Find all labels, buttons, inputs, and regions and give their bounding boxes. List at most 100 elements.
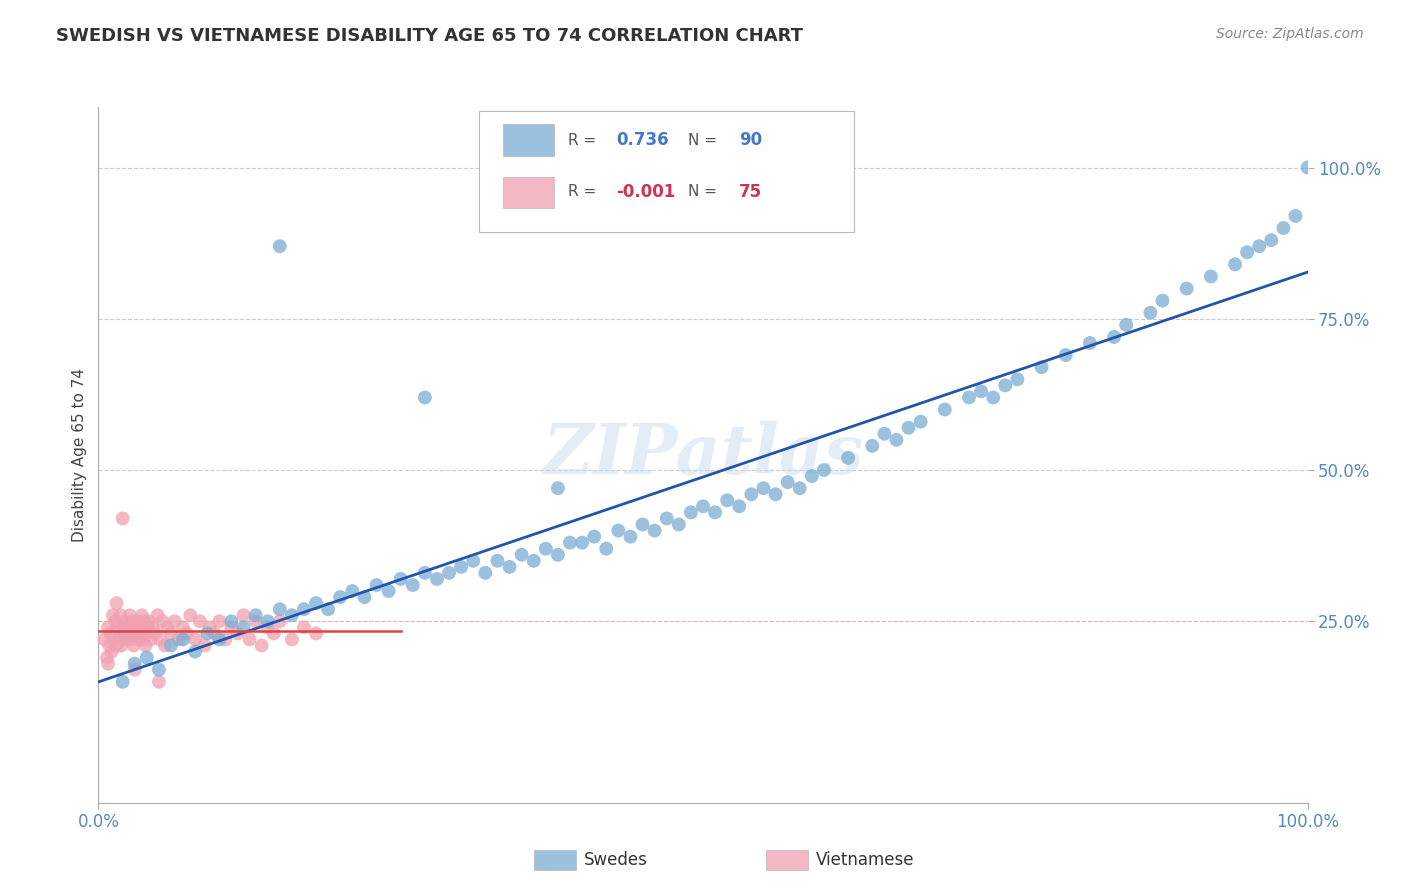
Point [1078,336,1101,351]
Point [221,615,243,629]
Point [108,608,131,623]
FancyBboxPatch shape [503,177,554,208]
Text: Vietnamese: Vietnamese [815,851,914,869]
Point [607,524,630,538]
Point [149,632,172,647]
Point [100,644,122,658]
Point [208,632,231,647]
Text: 90: 90 [740,131,762,150]
Point [125,626,148,640]
Point [184,644,207,658]
Point [101,608,124,623]
Point [679,505,702,519]
Point [752,481,775,495]
Point [765,487,787,501]
Point [644,524,666,538]
Point [800,469,823,483]
Text: ZIPatlas: ZIPatlas [543,421,863,489]
Point [232,608,254,623]
Point [970,384,993,399]
Point [118,626,141,640]
Point [873,426,896,441]
FancyBboxPatch shape [503,124,554,156]
Point [179,608,201,623]
Point [1102,330,1125,344]
Point [728,500,751,514]
Point [716,493,738,508]
Point [127,615,149,629]
Point [269,602,291,616]
Point [426,572,449,586]
Point [305,596,328,610]
Point [120,632,142,647]
Point [776,475,799,490]
Point [256,620,278,634]
Point [167,632,190,647]
Point [136,626,159,640]
Point [143,626,166,640]
Point [1115,318,1137,332]
Point [93,632,115,647]
Point [135,650,157,665]
Point [1249,239,1271,253]
Point [221,620,243,634]
Point [135,620,157,634]
Point [897,420,920,434]
Point [547,481,569,495]
Text: N =: N = [689,185,723,200]
Point [329,590,352,604]
Point [377,584,399,599]
Point [269,239,291,253]
Point [107,620,129,634]
Point [146,608,169,623]
Point [124,657,146,671]
Point [547,548,569,562]
Point [118,608,141,623]
Point [111,674,134,689]
Point [305,626,328,640]
Point [195,626,218,640]
Point [886,433,908,447]
Point [122,639,145,653]
Point [245,608,267,623]
Point [342,584,364,599]
Point [402,578,425,592]
Point [269,615,291,629]
Point [256,615,278,629]
Point [292,620,315,634]
Point [281,632,304,647]
Text: -0.001: -0.001 [616,183,675,201]
Point [100,626,122,640]
Point [127,632,149,647]
Text: R =: R = [568,133,600,148]
Point [498,559,520,574]
Point [239,632,262,647]
Point [558,535,581,549]
Point [1199,269,1222,284]
Point [413,566,436,580]
Point [1054,348,1077,362]
Point [176,626,198,640]
Point [129,626,152,640]
Point [115,632,138,647]
Point [97,620,120,634]
Text: R =: R = [568,185,600,200]
Point [134,615,156,629]
Point [981,391,1004,405]
Point [510,548,533,562]
Point [204,626,226,640]
Text: SWEDISH VS VIETNAMESE DISABILITY AGE 65 TO 74 CORRELATION CHART: SWEDISH VS VIETNAMESE DISABILITY AGE 65 … [56,27,803,45]
Point [910,415,932,429]
Point [188,615,211,629]
Point [131,608,153,623]
Point [263,626,285,640]
Point [534,541,557,556]
Point [1139,306,1161,320]
Point [139,632,162,647]
Point [163,615,186,629]
Point [124,663,146,677]
Point [148,674,170,689]
Point [994,378,1017,392]
Point [619,530,641,544]
Point [184,632,207,647]
